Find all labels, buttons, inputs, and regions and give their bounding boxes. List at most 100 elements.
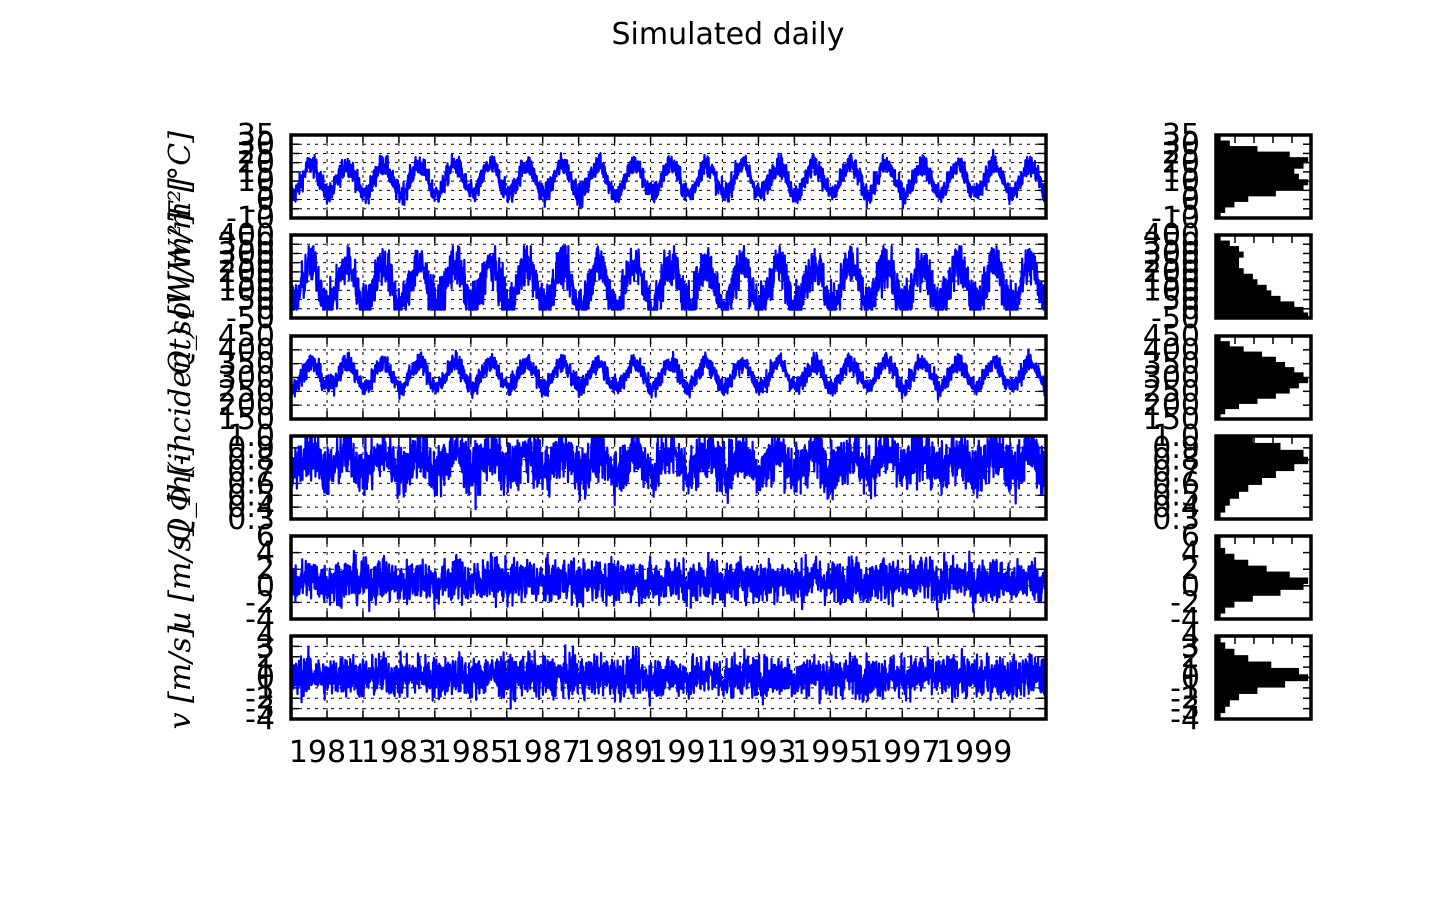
hist-y-tick-label: 100 [1143, 273, 1200, 308]
y-axis-label: Q_lh(incident) [W/m²] [163, 212, 198, 542]
histogram-bar [1216, 387, 1290, 394]
histogram-bar [1216, 312, 1309, 319]
y-tick-label: 0.7 [227, 455, 275, 490]
y-tick-label: 300 [218, 361, 275, 396]
y-tick-label: 6 [256, 519, 275, 554]
histogram-bar [1216, 168, 1295, 175]
hist-y-tick-label: -2 [1170, 585, 1200, 620]
data-series-line [289, 549, 1047, 613]
histogram-bar [1216, 559, 1249, 567]
x-tick-label: 1983 [361, 735, 437, 770]
y-tick-label: 1 [256, 650, 275, 685]
histogram-frame [1214, 233, 1313, 320]
x-tick-label: 1985 [433, 735, 509, 770]
hist-y-tick-label: 450 [1143, 319, 1200, 354]
histogram-bar [1216, 393, 1276, 399]
histogram-bar [1216, 346, 1244, 353]
x-tick-label: 1981 [289, 735, 365, 770]
hist-y-tick-label: 400 [1143, 218, 1200, 253]
histogram-bar [1216, 667, 1299, 675]
histogram-bar [1216, 195, 1249, 202]
histogram-bar [1216, 674, 1309, 682]
histogram-bar [1216, 577, 1309, 584]
histogram-bar [1216, 162, 1304, 169]
histogram-bar [1216, 413, 1221, 420]
histogram-bar [1216, 607, 1226, 614]
hist-y-tick-label: 2 [1181, 552, 1200, 587]
y-tick-label: 15 [237, 155, 275, 190]
y-tick-label: -3 [245, 692, 275, 727]
histogram-bar [1216, 449, 1304, 458]
y-tick-label: 4 [256, 619, 275, 654]
data-series-line [289, 348, 1047, 401]
histogram-bar [1216, 295, 1281, 302]
y-tick-label: 300 [218, 236, 275, 271]
histogram-4: 0.30.40.50.60.70.80.91.0 [1152, 419, 1313, 537]
histogram-bar [1216, 306, 1304, 313]
histogram-bar [1216, 341, 1230, 347]
histogram-bar [1216, 706, 1226, 714]
hist-y-tick-label: 2 [1181, 640, 1200, 675]
y-tick-label: 5 [256, 173, 275, 208]
hist-y-tick-label: -4 [1170, 702, 1200, 737]
y-tick-label: -5 [245, 192, 275, 227]
hist-y-tick-label: 0.4 [1152, 490, 1200, 525]
hist-y-tick-label: 0.8 [1152, 443, 1200, 478]
y-tick-label: 150 [218, 264, 275, 299]
histogram-bar [1216, 601, 1235, 608]
histogram-bar [1216, 135, 1221, 142]
data-series-line [289, 245, 1047, 311]
panel-frame [289, 534, 1048, 621]
histogram-bar [1216, 442, 1281, 451]
x-tick-label: 1995 [792, 735, 868, 770]
chart-title: Simulated daily [612, 17, 845, 52]
histogram-bar [1216, 212, 1221, 219]
histogram-bar [1216, 301, 1295, 308]
histogram-bar [1216, 235, 1221, 242]
histogram-bar [1216, 712, 1221, 720]
histogram-bar [1216, 157, 1309, 164]
y-tick-label: 400 [218, 333, 275, 368]
y-tick-label: 0.9 [227, 431, 275, 466]
histogram-bar [1216, 251, 1244, 258]
y-tick-label: 250 [218, 374, 275, 409]
x-tick-label: 1997 [864, 735, 940, 770]
histogram-frame [1214, 334, 1313, 421]
y-tick-label: 450 [218, 319, 275, 354]
histogram-frame [1214, 534, 1313, 621]
histogram-bar [1216, 361, 1286, 368]
hist-y-tick-label: 6 [1181, 519, 1200, 554]
histogram-bar [1216, 699, 1230, 707]
histogram-bar [1216, 536, 1221, 543]
hist-y-tick-label: 0.7 [1152, 455, 1200, 490]
hist-y-tick-label: 200 [1143, 388, 1200, 423]
y-tick-label: 30 [237, 127, 275, 162]
hist-y-tick-label: -3 [1170, 692, 1200, 727]
y-tick-label: 10 [237, 164, 275, 199]
y-tick-label: -2 [245, 585, 275, 620]
y-tick-label: 200 [218, 388, 275, 423]
histogram-bar [1216, 408, 1226, 415]
y-axis-label: v [m/s] [163, 625, 198, 729]
hist-y-tick-label: 400 [1143, 333, 1200, 368]
hist-y-tick-label: 20 [1162, 146, 1200, 181]
y-tick-label: 0.5 [227, 478, 275, 513]
hist-y-tick-label: -4 [1170, 602, 1200, 637]
y-tick-label: 150 [218, 402, 275, 437]
y-tick-label: 0.8 [227, 443, 275, 478]
y-tick-label: -2 [245, 681, 275, 716]
y-tick-label: 0.4 [227, 490, 275, 525]
hist-y-tick-label: -50 [1151, 301, 1200, 336]
y-tick-label: 250 [218, 246, 275, 281]
panel-frame [289, 634, 1048, 721]
